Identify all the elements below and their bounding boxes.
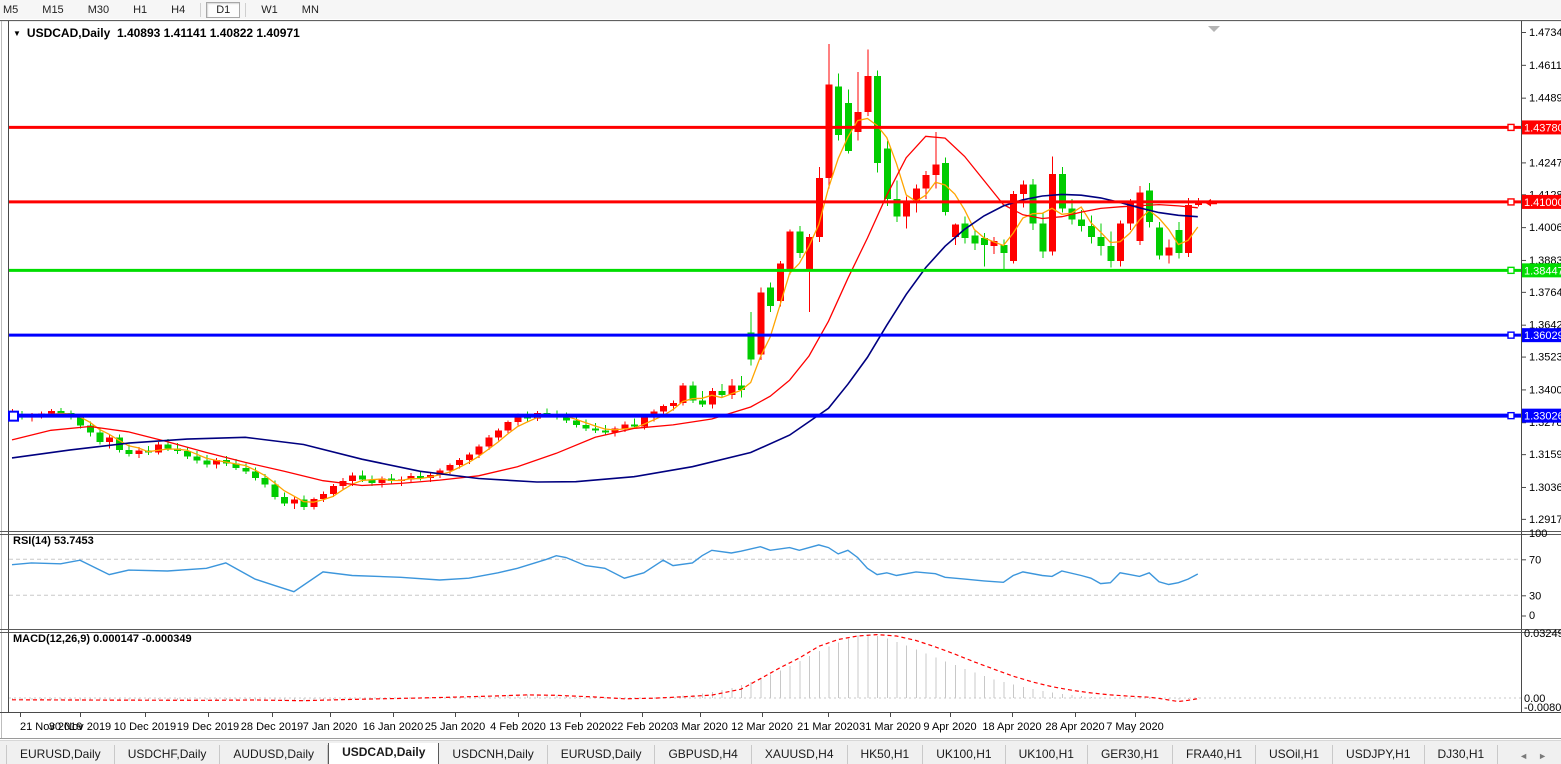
chart-tab-fra40-h1[interactable]: FRA40,H1 <box>1173 745 1257 764</box>
price-badge-1.43780: 1.43780 <box>1522 120 1561 135</box>
chart-tab-bar: EURUSD,Daily USDCHF,Daily AUDUSD,Daily USDC… <box>0 740 1561 764</box>
chart-tab-hk50-h1[interactable]: HK50,H1 <box>848 745 924 764</box>
date-axis-tick: 28 Apr 2020 <box>1045 721 1104 733</box>
date-axis-tick: 19 Dec 2019 <box>177 721 239 733</box>
chart-tab-audusd-daily[interactable]: AUDUSD,Daily <box>220 745 329 764</box>
chart-shift-marker-icon[interactable] <box>1208 26 1220 32</box>
hline-handle[interactable] <box>1507 411 1515 420</box>
price-axis-tick: 1.34005 <box>1529 384 1561 396</box>
price-axis-tick: 1.37645 <box>1529 287 1561 299</box>
tab-scroll-right-icon[interactable]: ► <box>1538 751 1547 761</box>
chart-tab-eurusd-daily[interactable]: EURUSD,Daily <box>6 745 115 764</box>
moving-averages <box>11 117 1199 503</box>
date-axis-tick: 21 Mar 2020 <box>797 721 859 733</box>
timeframe-d1[interactable]: D1 <box>206 1 241 18</box>
chart-tab-eurusd-daily[interactable]: EURUSD,Daily <box>548 745 656 764</box>
date-axis-tick: 9 Apr 2020 <box>923 721 976 733</box>
date-axis-tick: 25 Jan 2020 <box>425 721 486 733</box>
last-price-arrow-icon <box>1205 198 1217 207</box>
timeframe-m5[interactable]: M5 <box>3 3 19 16</box>
chart-tab-dj30-h1[interactable]: DJ30,H1 <box>1425 745 1499 764</box>
chart-tab-gbpusd-h4[interactable]: GBPUSD,H4 <box>655 745 752 764</box>
timeframe-h4[interactable]: H4 <box>171 3 186 16</box>
timeframe-m15[interactable]: M15 <box>42 3 64 16</box>
price-axis-tick: 1.30365 <box>1529 482 1561 494</box>
date-axis-tick: 22 Feb 2020 <box>611 721 673 733</box>
svg-text:1.38447: 1.38447 <box>1524 265 1561 277</box>
date-axis-tick: 13 Feb 2020 <box>549 721 611 733</box>
chart-tab-ger30-h1[interactable]: GER30,H1 <box>1088 745 1173 764</box>
hline-handle[interactable] <box>1507 266 1515 275</box>
rsi-axis-tick: 70 <box>1529 554 1541 566</box>
price-axis-tick: 1.31590 <box>1529 449 1561 461</box>
hline-handle[interactable] <box>8 410 19 422</box>
ma-mid-line <box>11 135 1198 487</box>
panel-frame <box>0 19 1561 740</box>
svg-text:1.41000: 1.41000 <box>1524 197 1561 209</box>
date-axis-tick: 31 Mar 2020 <box>859 721 921 733</box>
chart-tab-usdchf-daily[interactable]: USDCHF,Daily <box>115 745 221 764</box>
macd-axis-tick: 0.00 <box>1524 693 1545 705</box>
chart-tab-uk100-h1[interactable]: UK100,H1 <box>1006 745 1088 764</box>
tab-scroll-left-icon[interactable]: ◄ <box>1519 751 1529 761</box>
chart-tab-usoil-h1[interactable]: USOil,H1 <box>1256 745 1334 764</box>
date-axis-tick: 30 Nov 2019 <box>49 721 111 733</box>
rsi-line <box>11 544 1199 593</box>
price-axis-tick: 1.47340 <box>1529 27 1561 39</box>
svg-text:1.36029: 1.36029 <box>1524 330 1561 342</box>
macd-panel: 0.032493 0.00-0.00808 <box>9 628 1561 714</box>
macd-axis-tick: 0.032493 <box>1524 628 1561 640</box>
chart-tab-usdcnh-daily[interactable]: USDCNH,Daily <box>439 745 548 764</box>
date-axis-tick: 7 Jan 2020 <box>303 721 357 733</box>
chart-tabs: EURUSD,Daily USDCHF,Daily AUDUSD,Daily USDC… <box>0 743 1511 764</box>
date-axis-tick: 4 Feb 2020 <box>490 721 546 733</box>
price-axis-tick: 1.46115 <box>1529 60 1561 72</box>
horizontal-lines <box>8 123 1521 422</box>
price-axis-tick: 1.40060 <box>1529 222 1561 234</box>
timeframe-mn[interactable]: MN <box>301 3 319 16</box>
svg-text:1.33026: 1.33026 <box>1524 411 1561 423</box>
date-axis-tick: 3 Mar 2020 <box>672 721 728 733</box>
price-badge-1.38447: 1.38447 <box>1522 263 1561 278</box>
date-axis-tick: 12 Mar 2020 <box>731 721 793 733</box>
macd-axis-tick: -0.00808 <box>1524 702 1561 714</box>
hline-handle[interactable] <box>1507 198 1515 206</box>
macd-signal-line <box>11 633 1198 703</box>
chart-tab-xauusd-h4[interactable]: XAUUSD,H4 <box>752 745 848 764</box>
date-axis-tick: 18 Apr 2020 <box>982 721 1041 733</box>
price-axis-tick: 1.29175 <box>1529 514 1561 526</box>
svg-text:1.43780: 1.43780 <box>1524 122 1561 134</box>
chart-canvas: 1.473401.461151.448901.424751.412851.400… <box>0 19 1561 740</box>
price-badge-1.41000: 1.41000 <box>1522 194 1561 209</box>
chart-tab-usdcad-daily[interactable]: USDCAD,Daily <box>328 743 440 764</box>
price-axis-tick: 1.44890 <box>1529 93 1561 105</box>
date-axis-tick: 10 Dec 2019 <box>114 721 176 733</box>
hline-handle[interactable] <box>1507 331 1515 339</box>
price-axis-tick: 1.35230 <box>1529 352 1561 364</box>
price-axis[interactable]: 1.473401.461151.448901.424751.412851.400… <box>1521 27 1561 526</box>
date-axis-tick: 16 Jan 2020 <box>363 721 424 733</box>
ma-fast-line <box>11 117 1199 503</box>
price-badge-1.36029: 1.36029 <box>1522 328 1561 343</box>
rsi-panel: 100 70 30 0 <box>9 528 1547 622</box>
rsi-axis-tick: 100 <box>1529 528 1547 540</box>
date-axis-tick: 21 Nov 2019 <box>20 721 82 733</box>
ma-slow-line <box>11 193 1198 483</box>
rsi-axis-tick: 0 <box>1529 610 1535 622</box>
date-axis-tick: 7 May 2020 <box>1106 721 1163 733</box>
tab-scroll-arrows: ◄ ► <box>1511 751 1561 764</box>
chart-tab-uk100-h1[interactable]: UK100,H1 <box>923 745 1006 764</box>
chart-tab-usdjpy-h1[interactable]: USDJPY,H1 <box>1333 745 1425 764</box>
hline-handle[interactable] <box>1507 123 1515 132</box>
date-axis-tick: 28 Dec 2019 <box>241 721 303 733</box>
timeframe-m30[interactable]: M30 <box>87 3 110 16</box>
price-badge-1.33026: 1.33026 <box>1522 408 1561 423</box>
rsi-axis-tick: 30 <box>1529 590 1541 602</box>
timeframe-w1[interactable]: W1 <box>261 3 278 16</box>
timeframe-h1[interactable]: H1 <box>133 3 148 16</box>
price-axis-tick: 1.42475 <box>1529 157 1561 169</box>
